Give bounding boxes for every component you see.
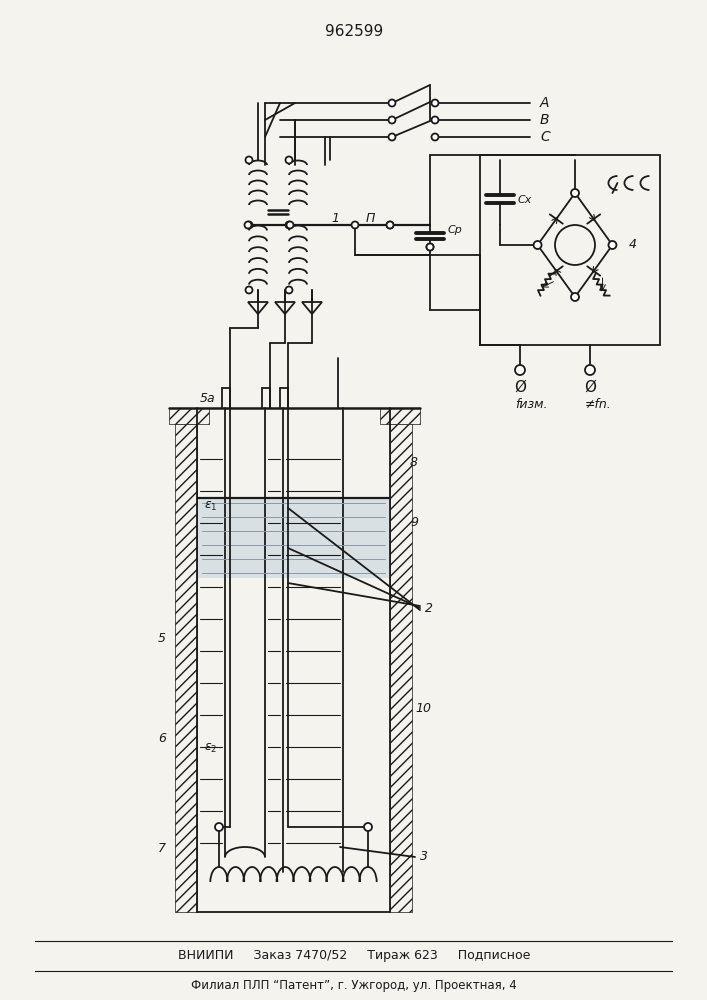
- Text: A: A: [540, 96, 549, 110]
- Bar: [390, 424, 412, 912]
- Bar: [198, 498, 389, 578]
- Text: ВНИИПИ     Заказ 7470/52     Тираж 623     Подписное: ВНИИПИ Заказ 7470/52 Тираж 623 Подписное: [178, 948, 530, 962]
- Text: Ср: Ср: [448, 225, 463, 235]
- Circle shape: [286, 156, 293, 163]
- Circle shape: [585, 365, 595, 375]
- Text: 5: 5: [158, 632, 166, 645]
- Text: Сх: Сх: [518, 195, 532, 205]
- Circle shape: [571, 189, 579, 197]
- Bar: [380, 408, 420, 424]
- Circle shape: [351, 222, 358, 229]
- Circle shape: [387, 222, 394, 229]
- Circle shape: [555, 225, 595, 265]
- Text: $\varepsilon_2$: $\varepsilon_2$: [204, 741, 217, 755]
- Circle shape: [215, 823, 223, 831]
- Text: 1: 1: [331, 212, 339, 225]
- Text: 2: 2: [425, 601, 433, 614]
- Circle shape: [245, 222, 252, 229]
- Text: 8: 8: [410, 456, 418, 470]
- Text: 10: 10: [415, 702, 431, 714]
- Text: 6: 6: [158, 732, 166, 744]
- Circle shape: [387, 222, 394, 229]
- Circle shape: [426, 243, 433, 250]
- Circle shape: [426, 243, 433, 250]
- Text: C: C: [540, 130, 550, 144]
- Bar: [175, 424, 197, 912]
- Text: fизм.: fизм.: [515, 398, 547, 412]
- Circle shape: [389, 100, 395, 106]
- Text: 5а: 5а: [199, 391, 215, 404]
- Text: 3: 3: [420, 850, 428, 863]
- Text: 7: 7: [158, 842, 166, 854]
- Circle shape: [389, 116, 395, 123]
- Circle shape: [389, 133, 395, 140]
- Text: ≠fn.: ≠fn.: [585, 398, 612, 412]
- Circle shape: [286, 286, 293, 294]
- Circle shape: [534, 241, 542, 249]
- Text: B: B: [540, 113, 549, 127]
- Bar: [480, 155, 660, 345]
- Text: 962599: 962599: [325, 24, 383, 39]
- Text: Филиал ПЛП “Патент”, г. Ужгород, ул. Проектная, 4: Филиал ПЛП “Патент”, г. Ужгород, ул. Про…: [191, 978, 517, 992]
- Text: 9: 9: [410, 516, 418, 530]
- Circle shape: [245, 222, 252, 229]
- Circle shape: [245, 286, 252, 294]
- Circle shape: [286, 222, 293, 229]
- Text: $\varepsilon_1$: $\varepsilon_1$: [204, 499, 217, 513]
- Circle shape: [609, 241, 617, 249]
- Circle shape: [245, 156, 252, 163]
- Circle shape: [515, 365, 525, 375]
- Circle shape: [571, 293, 579, 301]
- Circle shape: [431, 100, 438, 106]
- Text: П: П: [366, 212, 375, 225]
- Bar: [169, 408, 209, 424]
- Circle shape: [431, 116, 438, 123]
- Circle shape: [364, 823, 372, 831]
- Text: Ø: Ø: [514, 379, 526, 394]
- Circle shape: [286, 222, 293, 229]
- Text: Ø: Ø: [584, 379, 596, 394]
- Circle shape: [431, 133, 438, 140]
- Text: 4: 4: [629, 238, 636, 251]
